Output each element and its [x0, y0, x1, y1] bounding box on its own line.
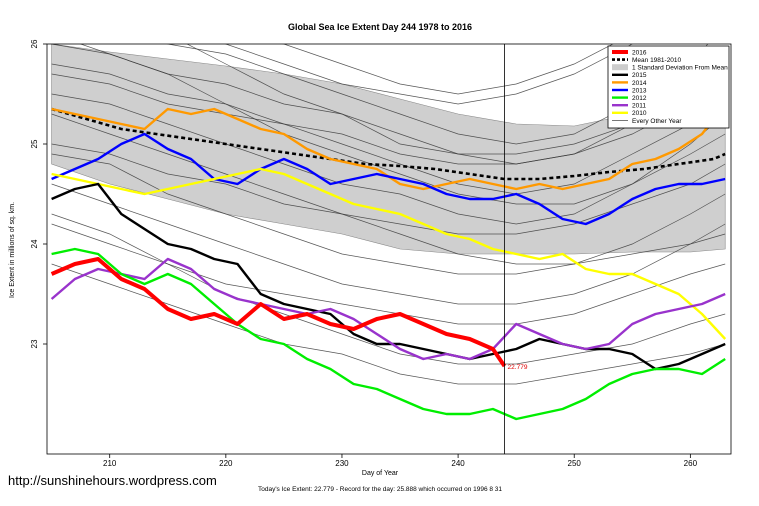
series-line-2010	[51, 167, 727, 340]
chart-title: Global Sea Ice Extent Day 244 1978 to 20…	[288, 22, 472, 32]
series-line-2016	[50, 257, 507, 368]
watermark-url: http://sunshinehours.wordpress.com	[8, 473, 217, 488]
y-tick-label: 26	[30, 39, 39, 48]
legend-label-2012: 2012	[632, 95, 647, 102]
x-tick-label: 240	[451, 459, 465, 468]
x-tick-label: 230	[335, 459, 349, 468]
legend-label-every-other-year: Every Other Year	[632, 118, 682, 125]
legend-label-2011: 2011	[632, 103, 646, 110]
year-line-1997	[281, 44, 614, 95]
series-line-2012	[51, 247, 726, 421]
plot-frame	[46, 43, 732, 455]
y-tick-label: 24	[30, 239, 39, 248]
series-line-mean-1981-2010	[51, 107, 726, 181]
series-line-2011	[50, 257, 726, 361]
legend-box	[607, 45, 730, 129]
legend-label-2010: 2010	[632, 110, 647, 117]
legend-label-2014: 2014	[632, 80, 647, 87]
legend-swatch-1-standard-deviation-from-mean	[612, 64, 628, 71]
axes: 210 220 230 240 250 260 23 24 25 26	[30, 39, 732, 468]
y-tick-label: 23	[30, 339, 39, 348]
x-axis-label: Day of Year	[362, 470, 399, 477]
legend-label-2015: 2015	[632, 72, 647, 79]
series-line-2013	[51, 132, 726, 226]
plot-inner	[50, 44, 727, 421]
year-line-1993	[224, 44, 634, 105]
year-line-2003	[51, 63, 726, 165]
year-line-1995	[79, 44, 726, 205]
year-line-2001	[51, 113, 726, 235]
x-tick-label: 260	[684, 459, 698, 468]
x-tick-label: 220	[219, 459, 233, 468]
x-tick-label: 210	[103, 459, 117, 468]
x-tick-label: 250	[568, 459, 582, 468]
std-dev-band	[51, 44, 726, 255]
series-line-2015	[51, 182, 726, 371]
footnote: Today's Ice Extent: 22.779 - Record for …	[258, 486, 502, 493]
year-line-2007	[51, 263, 726, 385]
year-line-1989	[51, 143, 726, 265]
y-axis-label: Ice Extent in millions of sq. km.	[9, 202, 16, 298]
year-line-1991	[51, 73, 726, 195]
legend-label-1-standard-deviation-from-mean: 1 Standard Deviation From Mean	[632, 65, 728, 72]
legend-label-mean-1981-2010: Mean 1981-2010	[632, 57, 682, 64]
plot-area: 22.779	[50, 44, 727, 454]
current-value-label: 22.779	[508, 364, 528, 371]
legend-label-2013: 2013	[632, 87, 647, 94]
year-line-1985	[51, 153, 726, 275]
legend-label-2016: 2016	[632, 49, 647, 56]
y-tick-label: 25	[30, 139, 39, 148]
